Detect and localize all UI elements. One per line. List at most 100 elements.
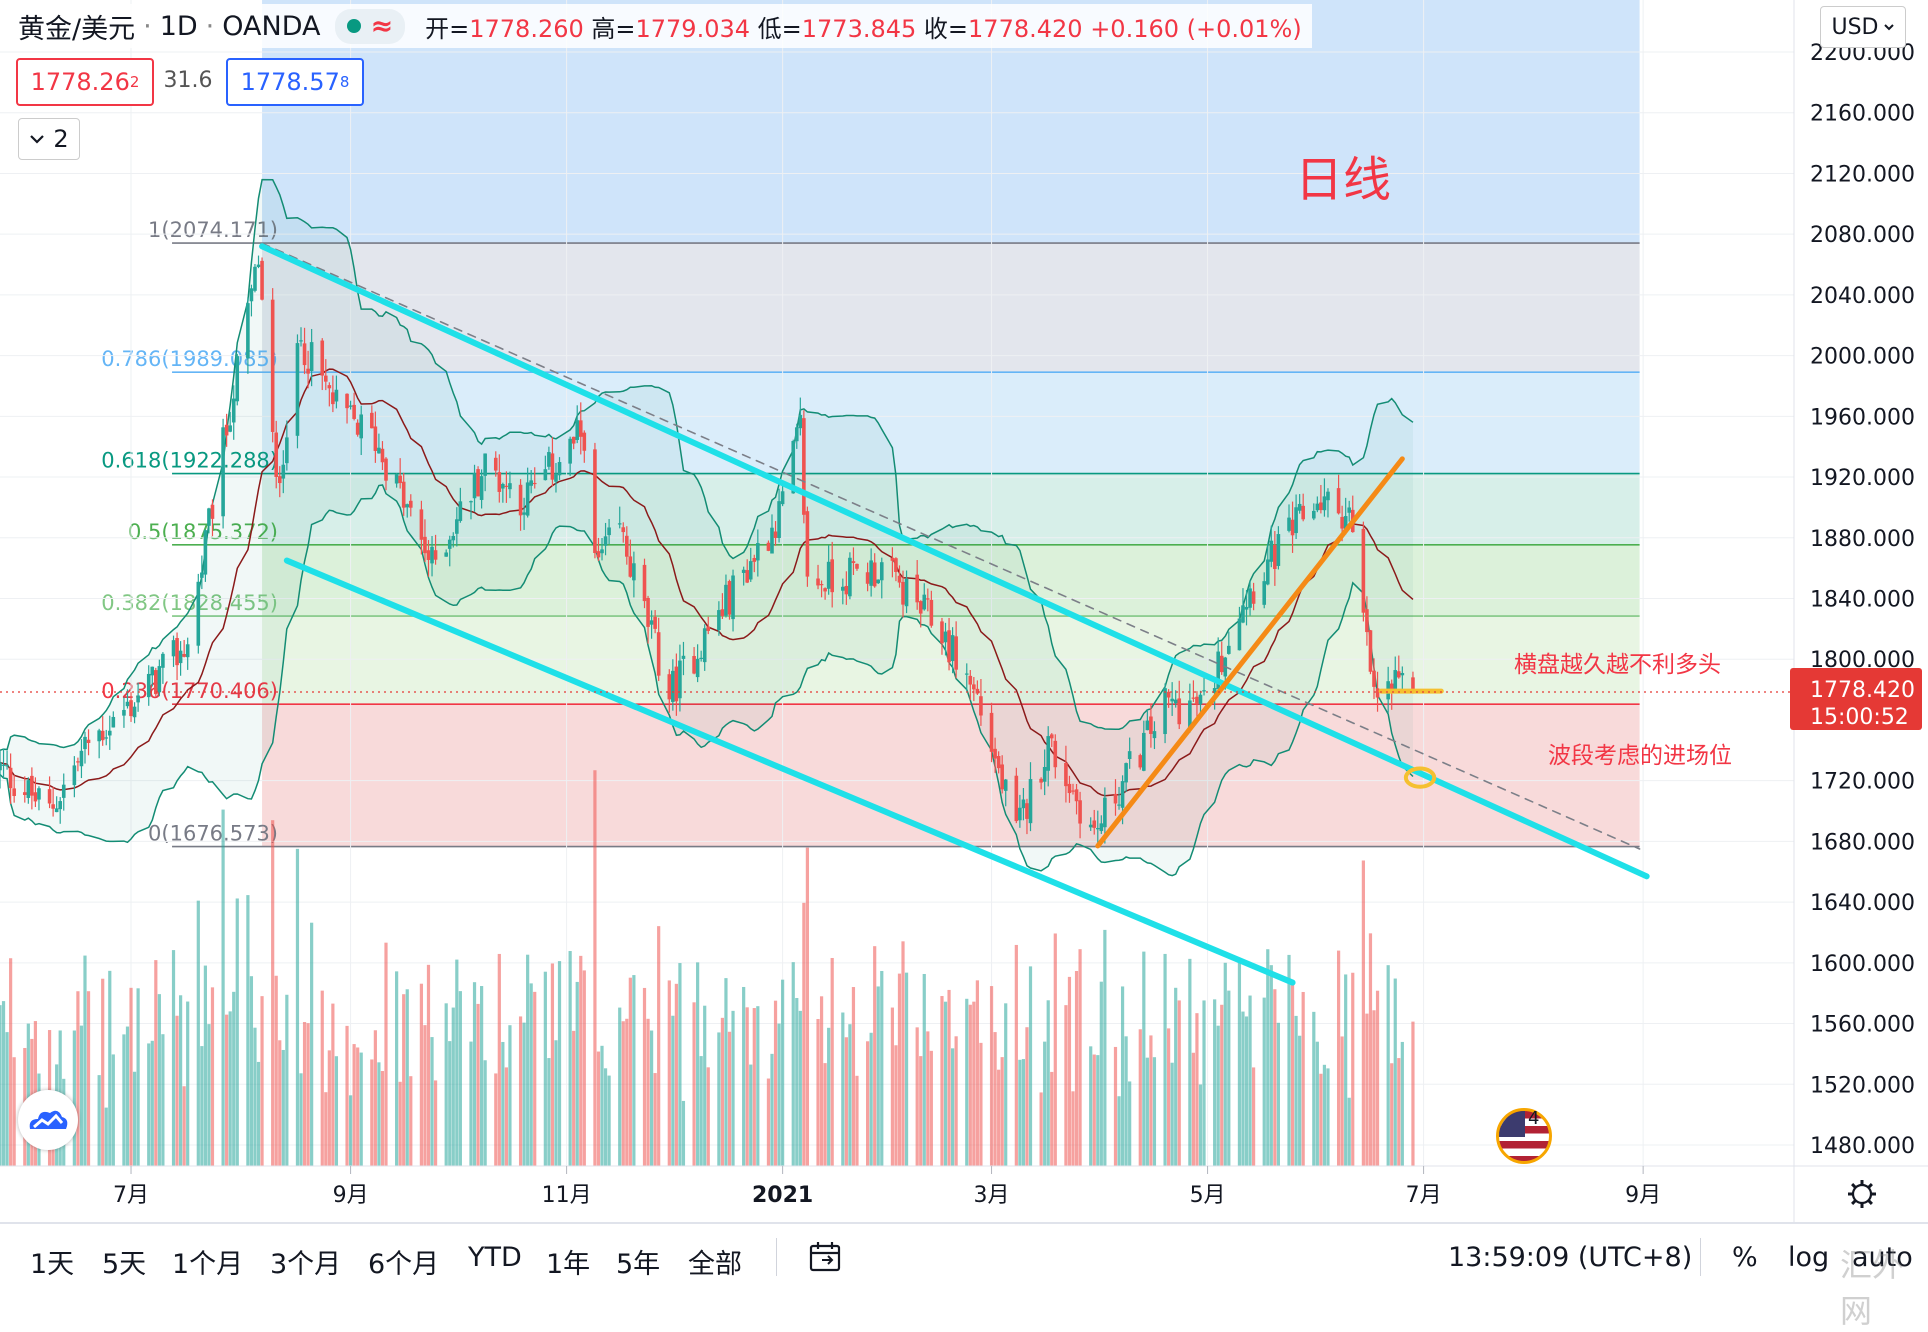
candle-body <box>1322 496 1327 511</box>
price-tick-label: 1600.000 <box>1810 952 1915 977</box>
currency-select[interactable]: USD <box>1820 6 1906 48</box>
volume-bar <box>745 1007 749 1166</box>
volume-bar <box>1004 1003 1008 1166</box>
volume-bar <box>724 978 728 1166</box>
volume-bar <box>497 953 501 1166</box>
candle-body <box>989 712 994 752</box>
candle-body <box>841 586 845 591</box>
candle-body <box>979 696 983 716</box>
volume-bar <box>501 1041 505 1166</box>
candle-body <box>819 584 824 586</box>
candle-body <box>865 572 870 584</box>
candle-body <box>1021 799 1026 809</box>
candle-body <box>1149 716 1153 734</box>
channel-upper-line[interactable] <box>259 243 1650 880</box>
volume-bar <box>766 1078 771 1166</box>
volume-bar <box>717 1032 721 1166</box>
interval-label[interactable]: 1D <box>159 10 198 42</box>
time-tick-label: 5月 <box>1190 1183 1226 1208</box>
candle-body <box>550 453 555 480</box>
range-5y[interactable]: 5年 <box>616 1249 661 1280</box>
range-1m[interactable]: 1个月 <box>172 1249 244 1280</box>
dashed-trend-line[interactable] <box>261 242 1641 850</box>
candle-body <box>653 616 657 629</box>
candle-body <box>86 739 91 743</box>
tradingview-logo[interactable] <box>18 1090 78 1150</box>
us-flag-icon[interactable] <box>1496 1108 1552 1164</box>
range-all[interactable]: 全部 <box>688 1249 742 1280</box>
last-price-tag[interactable] <box>1790 667 1922 730</box>
candle-body <box>323 375 328 382</box>
sell-button[interactable]: 1778.26 2 <box>16 58 154 106</box>
range-6m[interactable]: 6个月 <box>368 1249 440 1280</box>
volume-bar <box>1145 1057 1149 1166</box>
price-chart[interactable]: 1(2074.171)0.786(1989.085)0.618(1922.288… <box>0 0 1928 1222</box>
log-toggle[interactable]: log <box>1788 1242 1830 1273</box>
candle-body <box>455 519 459 534</box>
range-5d[interactable]: 5天 <box>102 1249 147 1280</box>
candle-body <box>964 673 969 675</box>
volume-bar <box>625 1018 629 1166</box>
price-tick-label: 2000.000 <box>1810 345 1915 370</box>
volume-bar <box>628 977 632 1166</box>
support-trend-line[interactable] <box>1095 456 1405 849</box>
candle-body <box>1163 688 1167 735</box>
gear-icon[interactable] <box>1848 1180 1876 1208</box>
channel-lower-line[interactable] <box>283 557 1296 986</box>
candle-body <box>1400 672 1405 676</box>
candle-body <box>430 546 434 564</box>
volume-bar <box>157 994 161 1166</box>
volume-bar <box>83 955 87 1166</box>
candle-body <box>320 340 325 376</box>
volume-bar <box>207 1024 211 1166</box>
candle-body <box>1393 670 1398 693</box>
volume-bar <box>281 1049 285 1166</box>
candle-body <box>1 764 6 766</box>
change-value: +0.160 (+0.01%) <box>1090 14 1302 43</box>
candle-body <box>327 385 332 389</box>
volume-bar <box>455 959 459 1166</box>
candle-body <box>855 563 859 569</box>
annotation-entry: 波段考虑的进场位 <box>1548 743 1732 769</box>
candle-body <box>295 343 300 436</box>
candle-body <box>575 420 580 440</box>
volume-bar <box>972 1001 976 1166</box>
calendar-range-icon[interactable] <box>808 1240 844 1274</box>
candle-body <box>132 706 137 718</box>
candle-body <box>954 636 958 670</box>
candle-body <box>649 620 654 625</box>
clock-readout[interactable]: 13:59:09 (UTC+8) <box>1448 1242 1693 1273</box>
range-ytd[interactable]: YTD <box>468 1242 522 1273</box>
candle-body <box>281 464 286 479</box>
bottom-toolbar: 1天 5天 1个月 3个月 6个月 YTD 1年 5年 全部 13:59:09 … <box>0 1222 1928 1290</box>
bollinger-fill <box>0 179 1413 876</box>
percent-toggle[interactable]: % <box>1732 1242 1758 1273</box>
candle-body <box>869 560 873 586</box>
auto-toggle[interactable]: auto <box>1852 1242 1913 1273</box>
candle-body <box>12 788 16 797</box>
symbol-name[interactable]: 黄金/美元 <box>18 13 136 45</box>
range-1d[interactable]: 1天 <box>30 1249 75 1280</box>
volume-bar <box>692 1002 696 1166</box>
volume-bar <box>579 955 583 1166</box>
volume-bar <box>1400 1041 1404 1166</box>
entry-zone-ellipse[interactable] <box>1403 766 1437 789</box>
indicator-collapse-button[interactable]: 2 <box>18 118 80 160</box>
volume-bar <box>1096 1055 1100 1166</box>
candle-body <box>207 508 211 526</box>
volume-bar <box>377 1062 381 1166</box>
range-1y[interactable]: 1年 <box>546 1249 591 1280</box>
buy-button[interactable]: 1778.57 8 <box>226 58 364 106</box>
candle-body <box>154 670 158 695</box>
range-3m[interactable]: 3个月 <box>270 1249 342 1280</box>
volume-bar <box>1361 860 1365 1166</box>
candle-body <box>373 426 378 451</box>
indicator-status-pill[interactable]: ≈ <box>334 8 406 44</box>
volume-bar <box>402 994 406 1166</box>
candle-body <box>419 509 424 540</box>
volume-bar <box>12 1057 16 1166</box>
candle-body <box>182 653 186 657</box>
candle-body <box>426 550 431 560</box>
volume-bar <box>380 1071 385 1166</box>
symbol-header: 黄金/美元 · 1D · OANDA ≈ 开=1778.260 高=1779.0… <box>8 4 1312 48</box>
